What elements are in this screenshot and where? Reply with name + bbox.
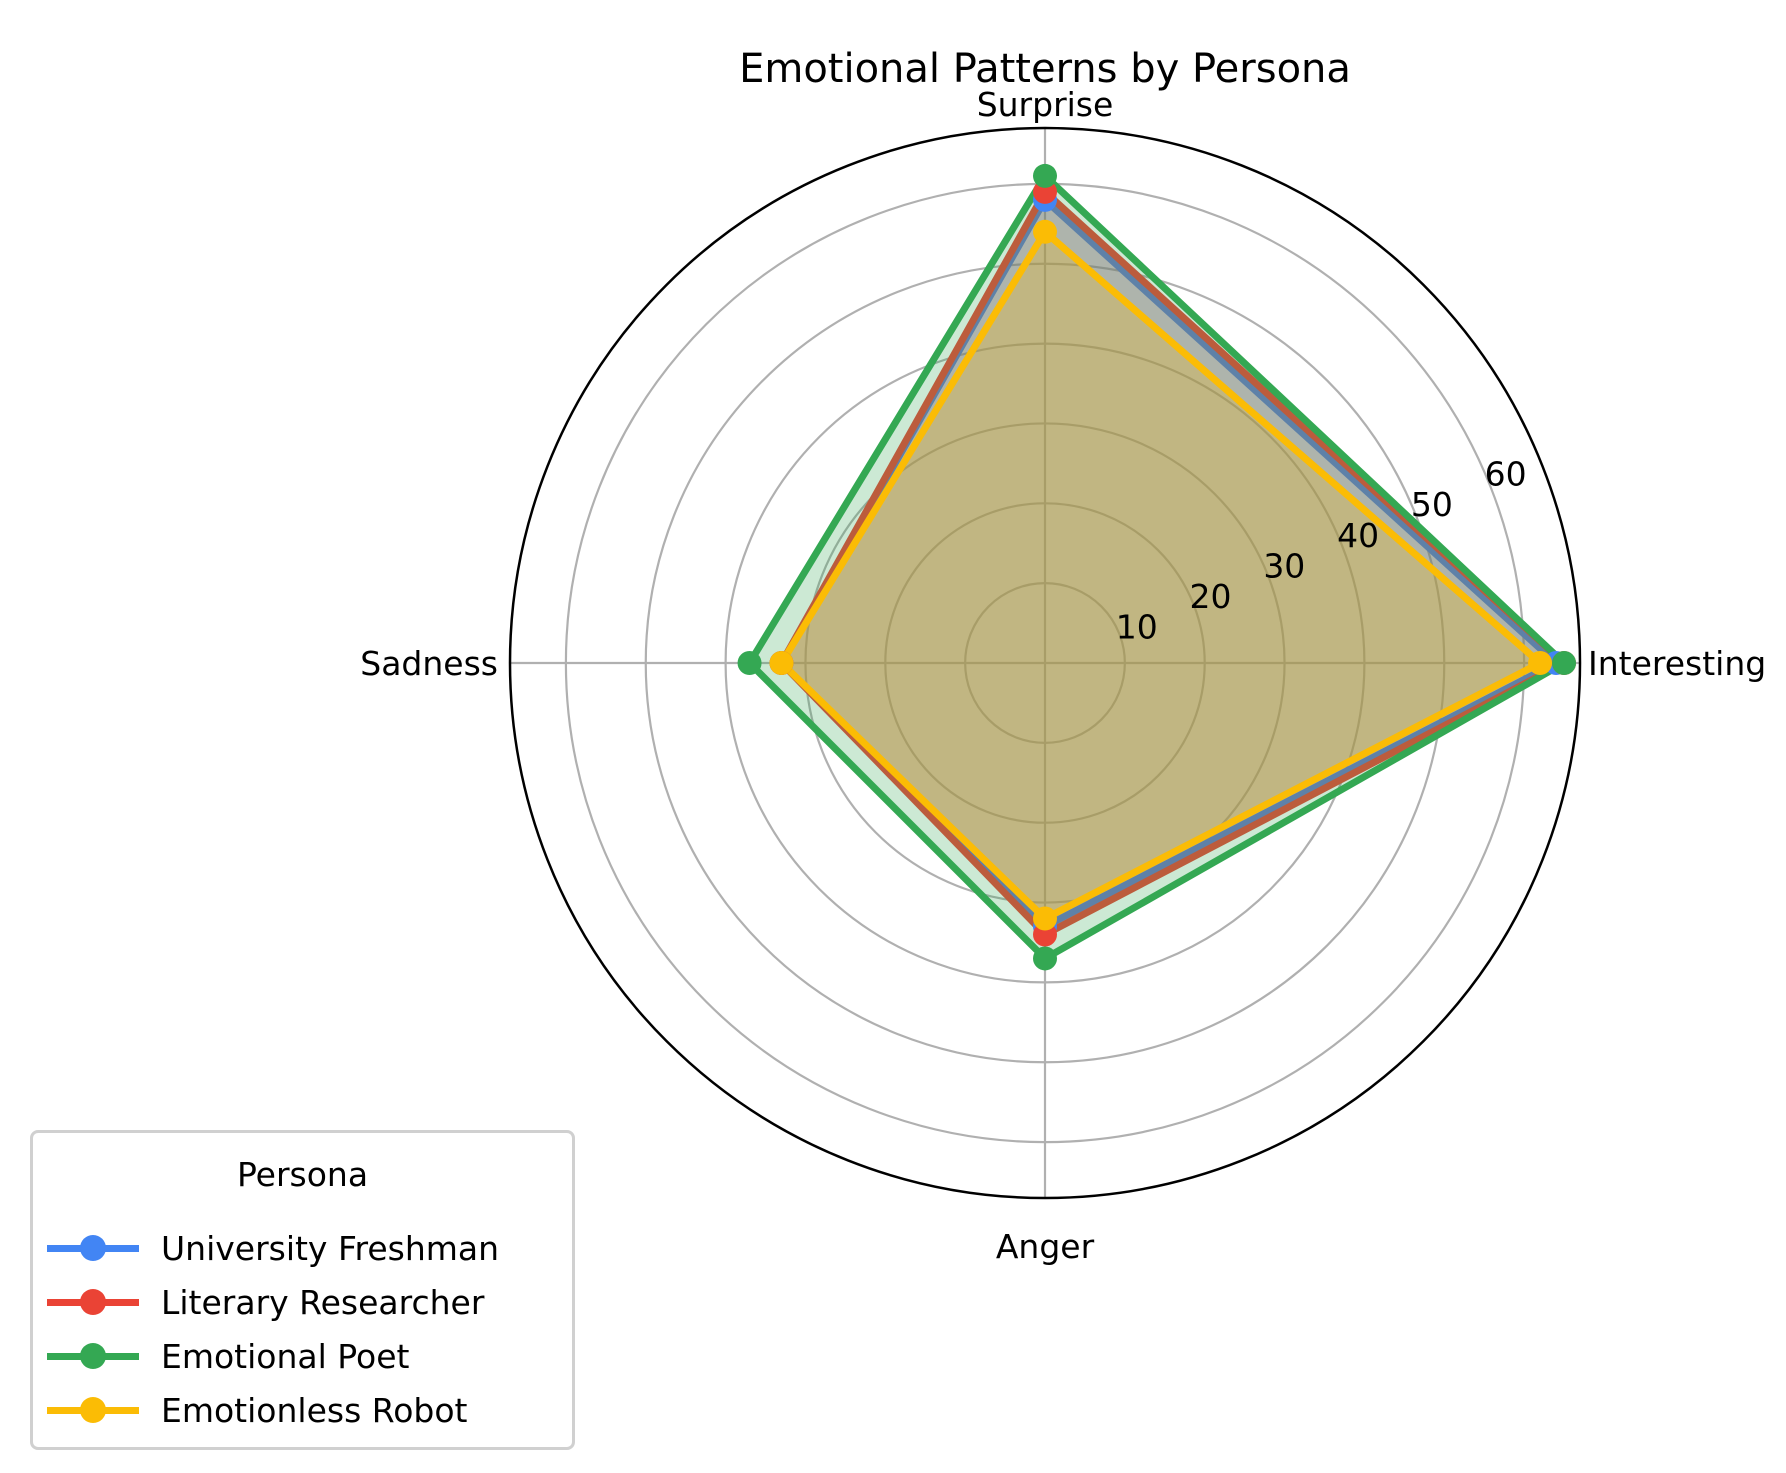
tick-label-30: 30 xyxy=(1263,546,1305,585)
point-emotionless-robot-anger xyxy=(1033,906,1057,931)
point-emotionless-robot-sadness xyxy=(769,651,794,675)
tick-label-50: 50 xyxy=(1411,485,1453,524)
legend-item-university-freshman: University Freshman xyxy=(47,1223,499,1273)
tick-label-60: 60 xyxy=(1485,455,1527,494)
legend-label: University Freshman xyxy=(161,1228,500,1268)
legend-item-emotionless-robot: Emotionless Robot xyxy=(47,1385,467,1435)
tick-label-20: 20 xyxy=(1190,577,1232,616)
legend-label: Emotional Poet xyxy=(161,1336,410,1376)
legend-swatch xyxy=(47,1223,139,1273)
legend-swatch xyxy=(47,1331,139,1381)
tick-label-10: 10 xyxy=(1116,607,1158,646)
point-emotional-poet-sadness xyxy=(737,651,762,675)
radial-tick-labels: 10 20 30 40 50 60 xyxy=(1116,455,1527,647)
legend-item-emotional-poet: Emotional Poet xyxy=(47,1331,409,1381)
series-emotionless-robot-area xyxy=(777,228,1544,923)
point-emotionless-robot-surprise xyxy=(1033,219,1057,244)
axis-label-sadness: Sadness xyxy=(360,644,498,683)
legend-label: Literary Researcher xyxy=(161,1282,485,1322)
legend-label: Emotionless Robot xyxy=(161,1390,468,1430)
legend: Persona University Freshman Literary Rese… xyxy=(30,1130,575,1450)
point-emotional-poet-anger xyxy=(1033,946,1057,971)
axis-label-surprise: Surprise xyxy=(977,85,1114,124)
legend-swatch xyxy=(47,1385,139,1435)
tick-label-40: 40 xyxy=(1337,516,1379,555)
outer-ring xyxy=(508,126,1582,1200)
point-emotional-poet-surprise xyxy=(1033,163,1057,188)
chart-title: Emotional Patterns by Persona xyxy=(739,46,1351,92)
axis-labels: Interesting Surprise Sadness Anger xyxy=(360,85,1766,1266)
axis-label-anger: Anger xyxy=(996,1227,1095,1266)
point-emotionless-robot-interesting xyxy=(1528,651,1553,675)
legend-title: Persona xyxy=(236,1155,369,1194)
series-layer xyxy=(737,163,1577,971)
legend-swatch xyxy=(47,1277,139,1327)
legend-item-literary-researcher: Literary Researcher xyxy=(47,1277,484,1327)
axis-label-interesting: Interesting xyxy=(1588,644,1766,683)
point-emotional-poet-interesting xyxy=(1552,651,1577,675)
